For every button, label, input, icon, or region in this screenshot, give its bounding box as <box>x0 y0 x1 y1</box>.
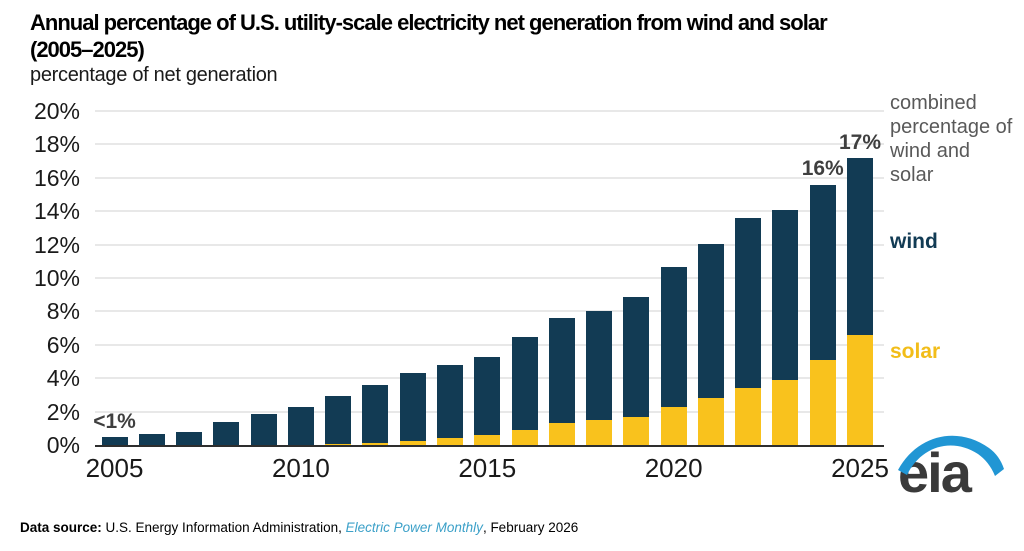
publication-link[interactable]: Electric Power Monthly <box>345 520 483 535</box>
legend-combined-label: combined percentage of wind and solar <box>890 92 1013 186</box>
bar-solar-2021 <box>697 398 724 445</box>
bar-solar-2025 <box>847 335 873 445</box>
y-tick-label-2%: 2% <box>46 398 80 425</box>
gridline-16% <box>95 176 884 179</box>
bar-wind-2020 <box>660 267 687 407</box>
bar-wind-2021 <box>697 244 724 398</box>
bar-wind-2006 <box>138 434 165 445</box>
data-source-date: , February 2026 <box>482 520 579 535</box>
bar-wind-2010 <box>287 407 314 445</box>
bar-solar-2014 <box>436 438 463 445</box>
bar-wind-2019 <box>623 297 650 417</box>
y-tick-label-20%: 20% <box>33 98 80 124</box>
plot-area <box>95 110 884 447</box>
eia-logo: eia <box>896 418 1008 504</box>
bar-wind-2007 <box>176 432 203 445</box>
gridline-6% <box>95 343 884 346</box>
bar-solar-2017 <box>548 423 575 445</box>
x-tick-label-2010: 2010 <box>271 453 330 483</box>
bar-wind-2022 <box>735 218 762 388</box>
y-tick-label-12%: 12% <box>33 231 80 258</box>
y-tick-label-0%: 0% <box>46 432 80 458</box>
bar-annotation-2005: <1% <box>93 410 136 434</box>
bar-solar-2023 <box>772 380 799 445</box>
data-source-org: U.S. Energy Information Administration, <box>105 520 346 535</box>
bar-solar-2018 <box>586 420 613 445</box>
gridline-10% <box>95 277 884 279</box>
bar-wind-2012 <box>362 385 389 443</box>
y-tick-label-14%: 14% <box>33 198 80 225</box>
bar-wind-2014 <box>436 365 463 438</box>
bar-wind-2015 <box>474 357 501 435</box>
bar-wind-2024 <box>809 185 836 360</box>
bar-wind-2017 <box>548 318 575 423</box>
bar-annotation-2025: 17% <box>838 130 882 154</box>
y-tick-label-16%: 16% <box>33 164 80 191</box>
bar-solar-2024 <box>809 360 836 445</box>
chart-title-line2: (2005–2025) <box>30 37 145 62</box>
eia-logo-text: eia <box>898 441 973 500</box>
legend-wind-label: wind <box>890 230 938 253</box>
bar-annotation-2024: 16% <box>801 157 844 181</box>
bar-wind-2023 <box>772 210 799 380</box>
bar-solar-2020 <box>660 407 687 445</box>
y-tick-label-18%: 18% <box>33 131 80 158</box>
bar-solar-2013 <box>399 441 426 445</box>
gridline-14% <box>95 210 884 213</box>
gridline-8% <box>95 310 884 313</box>
gridline-18% <box>95 143 884 146</box>
axis-unit-label: percentage of net generation <box>30 64 278 86</box>
gridline-12% <box>95 243 884 246</box>
bar-wind-2011 <box>325 396 352 444</box>
gridline-20% <box>95 110 884 112</box>
bar-solar-2019 <box>623 417 650 445</box>
bar-solar-2012 <box>362 443 389 445</box>
y-axis: 0% 2% 4% 6% 8% 10% 12% 14% 16% 18% 20% <box>0 0 80 551</box>
bar-wind-2013 <box>399 373 426 441</box>
data-source: Data source: U.S. Energy Information Adm… <box>20 520 578 535</box>
y-tick-label-4%: 4% <box>46 365 80 392</box>
x-tick-label-2020: 2020 <box>644 453 703 483</box>
bar-solar-2022 <box>735 388 762 445</box>
chart-title: Annual percentage of U.S. utility-scale … <box>30 9 1000 63</box>
data-source-prefix: Data source: <box>20 520 106 535</box>
bar-wind-2005 <box>101 437 128 445</box>
eia-logo-svg: eia <box>898 435 1004 504</box>
y-tick-label-8%: 8% <box>46 298 80 325</box>
bar-solar-2015 <box>474 435 501 445</box>
x-tick-label-2025: 2025 <box>831 453 889 483</box>
x-tick-label-2005: 2005 <box>85 453 144 483</box>
bar-wind-2018 <box>586 311 613 420</box>
chart-title-line1: Annual percentage of U.S. utility-scale … <box>30 10 828 35</box>
x-tick-label-2015: 2015 <box>458 453 517 483</box>
bar-wind-2016 <box>511 337 538 430</box>
y-tick-label-10%: 10% <box>33 265 80 291</box>
bar-wind-2009 <box>250 414 277 445</box>
legend-solar-label: solar <box>890 340 941 363</box>
bar-wind-2025 <box>847 158 873 335</box>
bar-wind-2008 <box>213 422 240 445</box>
eia-logo-swoosh-icon <box>898 435 1004 476</box>
bar-solar-2016 <box>511 430 538 445</box>
bar-solar-2011 <box>325 444 352 445</box>
y-tick-label-6%: 6% <box>46 331 80 358</box>
